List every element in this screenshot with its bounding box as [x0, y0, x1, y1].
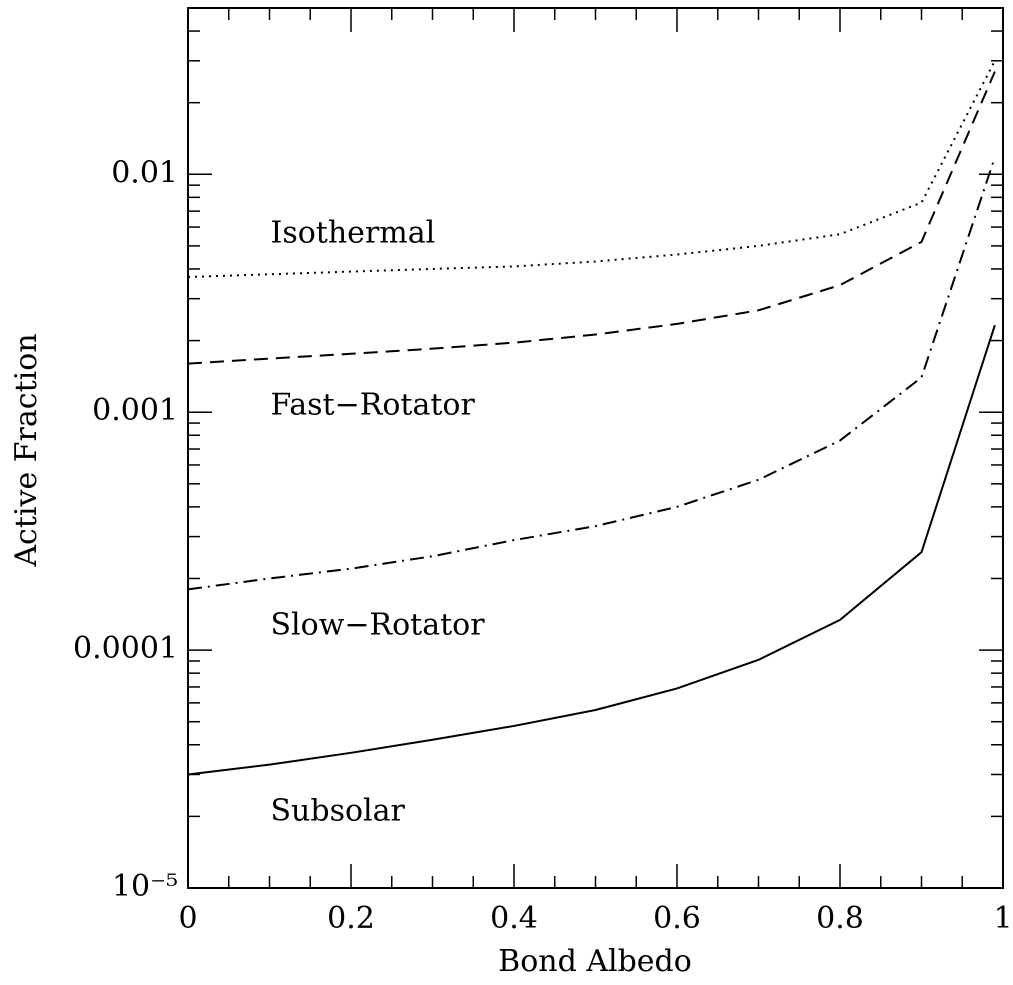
y-axis-label: Active Fraction	[9, 333, 44, 567]
series-label: Isothermal	[271, 215, 436, 250]
x-tick-label: 0.8	[816, 901, 864, 936]
series-label: Slow−Rotator	[271, 607, 486, 642]
series-line	[187, 60, 996, 279]
x-axis-label: Bond Albedo	[498, 944, 692, 979]
y-tick-label: 0.0001	[73, 631, 178, 666]
x-tick-label: 0.6	[653, 901, 701, 936]
x-tick-label: 0	[178, 901, 197, 936]
plot-frame	[187, 7, 1004, 889]
x-tick-label: 1	[993, 901, 1012, 936]
x-tick-label: 0.2	[327, 901, 375, 936]
series-line	[187, 156, 996, 591]
series-label: Subsolar	[271, 794, 406, 829]
series-line	[187, 71, 996, 365]
x-tick-label: 0.4	[490, 901, 538, 936]
series-line	[187, 324, 996, 776]
y-tick-label: 10⁻⁵	[112, 869, 178, 904]
y-tick-label: 0.001	[92, 393, 178, 428]
y-tick-label: 0.01	[111, 155, 178, 190]
series-label: Fast−Rotator	[271, 388, 476, 423]
